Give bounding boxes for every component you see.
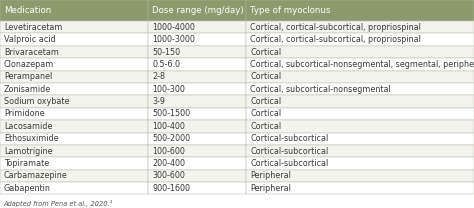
Bar xyxy=(0,83,148,95)
Text: Medication: Medication xyxy=(4,6,51,15)
Bar xyxy=(0,71,148,83)
Bar xyxy=(0,33,148,46)
Text: 500-1500: 500-1500 xyxy=(152,109,190,119)
Bar xyxy=(0,58,148,71)
Bar xyxy=(148,120,246,132)
Bar xyxy=(148,132,246,145)
Bar xyxy=(246,157,474,170)
Text: 100-300: 100-300 xyxy=(152,85,185,94)
Bar xyxy=(246,46,474,58)
Bar xyxy=(148,58,246,71)
Text: 0.5-6.0: 0.5-6.0 xyxy=(152,60,180,69)
Text: Lacosamide: Lacosamide xyxy=(4,122,52,131)
Text: Cortical: Cortical xyxy=(250,72,282,81)
Bar xyxy=(246,33,474,46)
Text: Dose range (mg/day): Dose range (mg/day) xyxy=(152,6,244,15)
Text: Carbamazepine: Carbamazepine xyxy=(4,171,67,180)
Text: Cortical: Cortical xyxy=(250,109,282,119)
Bar xyxy=(148,95,246,108)
Text: 2-8: 2-8 xyxy=(152,72,165,81)
Text: Cortical, subcortical-nonsegmental, segmental, peripheral: Cortical, subcortical-nonsegmental, segm… xyxy=(250,60,474,69)
Text: 200-400: 200-400 xyxy=(152,159,185,168)
Text: Zonisamide: Zonisamide xyxy=(4,85,51,94)
Text: Lamotrigine: Lamotrigine xyxy=(4,147,52,156)
Text: Ethosuximide: Ethosuximide xyxy=(4,134,58,143)
Text: 1000-3000: 1000-3000 xyxy=(152,35,195,44)
Bar xyxy=(148,83,246,95)
Text: Cortical, subcortical-nonsegmental: Cortical, subcortical-nonsegmental xyxy=(250,85,391,94)
Bar xyxy=(0,157,148,170)
Bar xyxy=(246,170,474,182)
Bar xyxy=(246,120,474,132)
Bar xyxy=(246,132,474,145)
Bar xyxy=(148,108,246,120)
Text: Perampanel: Perampanel xyxy=(4,72,52,81)
Bar xyxy=(148,170,246,182)
Bar xyxy=(0,108,148,120)
Text: Gabapentin: Gabapentin xyxy=(4,184,51,193)
Bar xyxy=(246,145,474,157)
Text: Sodium oxybate: Sodium oxybate xyxy=(4,97,69,106)
Text: Adapted from Pena et al., 2020.¹: Adapted from Pena et al., 2020.¹ xyxy=(4,200,113,207)
Text: 100-400: 100-400 xyxy=(152,122,185,131)
Bar xyxy=(148,46,246,58)
Text: 50-150: 50-150 xyxy=(152,47,180,57)
Bar xyxy=(0,132,148,145)
Text: Brivaracetam: Brivaracetam xyxy=(4,47,59,57)
Bar xyxy=(148,145,246,157)
Text: Cortical: Cortical xyxy=(250,47,282,57)
Text: Levetiracetam: Levetiracetam xyxy=(4,23,62,32)
Bar xyxy=(148,157,246,170)
Bar xyxy=(246,108,474,120)
Text: Topiramate: Topiramate xyxy=(4,159,49,168)
Bar xyxy=(0,182,148,194)
Bar xyxy=(148,0,246,21)
Text: Clonazepam: Clonazepam xyxy=(4,60,54,69)
Bar xyxy=(246,182,474,194)
Text: Cortical: Cortical xyxy=(250,122,282,131)
Text: 900-1600: 900-1600 xyxy=(152,184,190,193)
Bar xyxy=(246,95,474,108)
Text: Cortical, cortical-subcortical, propriospinal: Cortical, cortical-subcortical, proprios… xyxy=(250,35,421,44)
Bar xyxy=(0,145,148,157)
Bar xyxy=(246,58,474,71)
Bar xyxy=(246,83,474,95)
Bar xyxy=(0,0,148,21)
Text: 100-600: 100-600 xyxy=(152,147,185,156)
Text: Cortical-subcortical: Cortical-subcortical xyxy=(250,147,328,156)
Bar xyxy=(148,182,246,194)
Text: Peripheral: Peripheral xyxy=(250,171,291,180)
Bar xyxy=(0,21,148,33)
Bar xyxy=(148,71,246,83)
Bar xyxy=(148,33,246,46)
Bar xyxy=(0,170,148,182)
Bar xyxy=(0,95,148,108)
Text: 1000-4000: 1000-4000 xyxy=(152,23,195,32)
Bar xyxy=(246,71,474,83)
Text: Primidone: Primidone xyxy=(4,109,45,119)
Text: Cortical-subcortical: Cortical-subcortical xyxy=(250,159,328,168)
Text: Cortical, cortical-subcortical, propriospinal: Cortical, cortical-subcortical, proprios… xyxy=(250,23,421,32)
Text: 3-9: 3-9 xyxy=(152,97,165,106)
Bar xyxy=(0,120,148,132)
Text: 300-600: 300-600 xyxy=(152,171,185,180)
Bar xyxy=(246,21,474,33)
Text: Cortical: Cortical xyxy=(250,97,282,106)
Text: Peripheral: Peripheral xyxy=(250,184,291,193)
Bar xyxy=(246,0,474,21)
Text: Type of myoclonus: Type of myoclonus xyxy=(250,6,331,15)
Bar xyxy=(148,21,246,33)
Text: Valproic acid: Valproic acid xyxy=(4,35,55,44)
Bar xyxy=(0,46,148,58)
Text: 500-2000: 500-2000 xyxy=(152,134,190,143)
Text: Cortical-subcortical: Cortical-subcortical xyxy=(250,134,328,143)
